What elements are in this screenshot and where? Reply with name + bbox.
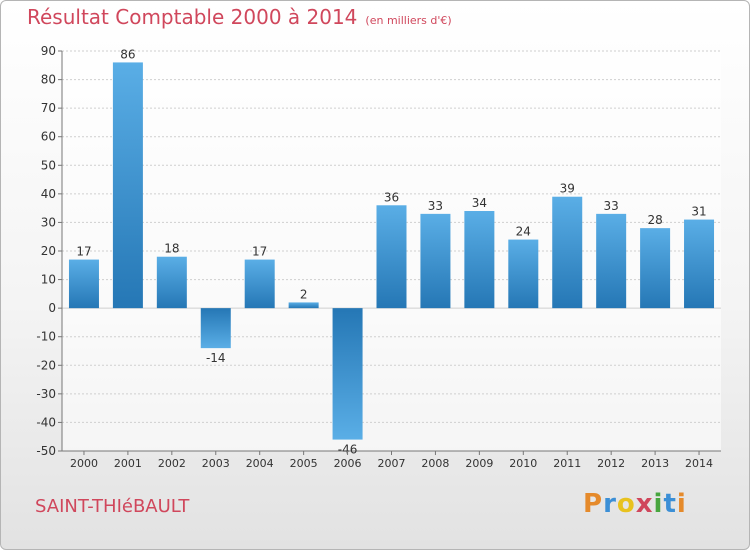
- x-tick-label-2011: 2011: [553, 457, 581, 470]
- x-tick-label-2003: 2003: [202, 457, 230, 470]
- data-label-2005: 2: [300, 287, 308, 301]
- bar-2005: [288, 302, 319, 309]
- y-tick-label-10: 10: [41, 273, 56, 287]
- y-tick-label-20: 20: [41, 244, 56, 258]
- x-tick-label-2012: 2012: [597, 457, 625, 470]
- bar-2006: [332, 308, 363, 440]
- y-tick-label-40: 40: [41, 187, 56, 201]
- bar-2009: [464, 211, 495, 309]
- data-label-2008: 33: [428, 199, 443, 213]
- bar-2004: [244, 259, 275, 309]
- bar-2008: [420, 213, 451, 309]
- x-tick-label-2007: 2007: [378, 457, 406, 470]
- y-tick-label--20: -20: [36, 358, 56, 372]
- bar-2010: [508, 239, 539, 309]
- chart-title: Résultat Comptable 2000 à 2014 (en millie…: [27, 5, 452, 29]
- data-label-2001: 86: [120, 47, 135, 61]
- logo-letter-3: x: [635, 489, 654, 519]
- bar-2002: [156, 256, 187, 309]
- bar-2007: [376, 205, 407, 309]
- x-tick-label-2001: 2001: [114, 457, 142, 470]
- y-tick-label-60: 60: [41, 130, 56, 144]
- x-tick-label-2005: 2005: [290, 457, 318, 470]
- logo-letter-4: i: [653, 489, 664, 519]
- data-label-2010: 24: [516, 225, 531, 239]
- x-tick-label-2013: 2013: [641, 457, 669, 470]
- y-tick-label-80: 80: [41, 73, 56, 87]
- x-tick-label-2004: 2004: [246, 457, 274, 470]
- y-tick-label-90: 90: [41, 44, 56, 58]
- data-label-2009: 34: [472, 196, 487, 210]
- logo-letter-1: r: [603, 489, 617, 519]
- logo-letter-2: o: [616, 489, 636, 519]
- bar-2013: [640, 228, 671, 309]
- x-tick-label-2014: 2014: [685, 457, 713, 470]
- y-tick-label--10: -10: [36, 330, 56, 344]
- data-label-2013: 28: [647, 213, 662, 227]
- bar-2014: [684, 219, 715, 309]
- bar-2003: [200, 308, 231, 349]
- data-label-2004: 17: [252, 245, 267, 259]
- data-label-2002: 18: [164, 242, 179, 256]
- logo-letter-5: t: [663, 489, 677, 519]
- bar-2011: [552, 196, 583, 309]
- x-tick-label-2010: 2010: [509, 457, 537, 470]
- y-tick-label--50: -50: [36, 444, 56, 458]
- bar-2012: [596, 213, 627, 309]
- x-tick-label-2000: 2000: [70, 457, 98, 470]
- y-tick-label-0: 0: [48, 301, 56, 315]
- y-tick-label-50: 50: [41, 158, 56, 172]
- x-tick-label-2009: 2009: [465, 457, 493, 470]
- y-tick-label-70: 70: [41, 101, 56, 115]
- proxiti-logo[interactable]: Proxiti: [583, 489, 687, 519]
- bar-2000: [68, 259, 99, 309]
- chart-subtitle: (en milliers d'€): [365, 14, 452, 27]
- logo-letter-0: P: [583, 489, 604, 519]
- data-label-2007: 36: [384, 190, 399, 204]
- x-tick-label-2002: 2002: [158, 457, 186, 470]
- chart-title-text: Résultat Comptable 2000 à 2014: [27, 5, 358, 29]
- bar-2001: [112, 62, 143, 309]
- data-label-2006: -46: [338, 443, 358, 457]
- y-tick-label--30: -30: [36, 387, 56, 401]
- logo-letter-6: i: [676, 489, 687, 519]
- y-tick-label--40: -40: [36, 415, 56, 429]
- data-label-2014: 31: [691, 205, 706, 219]
- y-tick-label-30: 30: [41, 215, 56, 229]
- data-label-2003: -14: [206, 351, 226, 365]
- data-label-2000: 17: [76, 245, 91, 259]
- x-tick-label-2006: 2006: [334, 457, 362, 470]
- x-tick-label-2008: 2008: [421, 457, 449, 470]
- data-label-2011: 39: [560, 182, 575, 196]
- data-label-2012: 33: [604, 199, 619, 213]
- commune-name: SAINT-THIéBAULT: [35, 496, 190, 517]
